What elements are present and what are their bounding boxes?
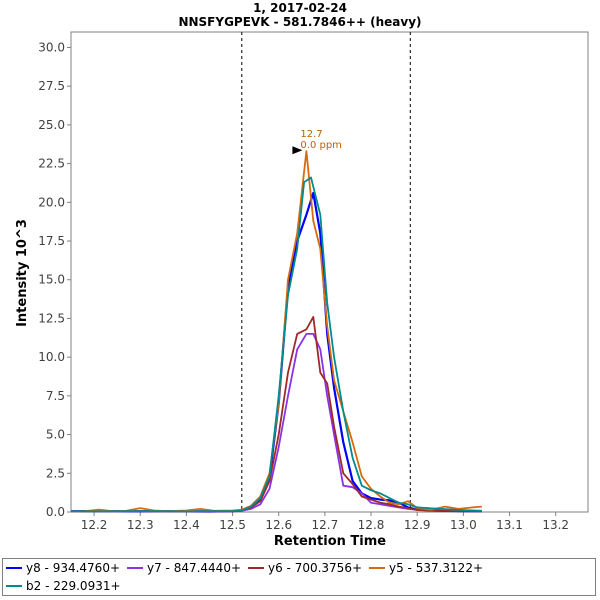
y-tick-label: 10.0 xyxy=(38,350,65,364)
x-tick-label: 12.5 xyxy=(219,518,246,532)
legend-item: b2 - 229.0931+ xyxy=(6,579,121,593)
y-tick-label: 30.0 xyxy=(38,40,65,54)
legend-label: b2 - 229.0931+ xyxy=(26,579,121,593)
y-tick-label: 15.0 xyxy=(38,273,65,287)
y-tick-label: 7.5 xyxy=(46,389,65,403)
legend-swatch xyxy=(248,566,264,569)
x-tick-label: 12.3 xyxy=(127,518,154,532)
x-tick-label: 12.8 xyxy=(358,518,385,532)
apex-ppm-label: 0.0 ppm xyxy=(300,140,342,151)
chart-title: 1, 2017-02-24 xyxy=(253,1,347,15)
x-tick-label: 12.2 xyxy=(81,518,108,532)
legend-label: y8 - 934.4760+ xyxy=(26,561,121,575)
y-tick-label: 2.5 xyxy=(46,466,65,480)
y-tick-label: 12.5 xyxy=(38,311,65,325)
legend-item: y8 - 934.4760+ xyxy=(6,561,120,575)
x-tick-label: 13.2 xyxy=(542,518,569,532)
legend-item: y7 - 847.4440+ xyxy=(127,561,241,575)
y-tick-label: 20.0 xyxy=(38,195,65,209)
legend-swatch xyxy=(369,566,385,569)
y-tick-label: 0.0 xyxy=(46,505,65,519)
x-tick-label: 12.4 xyxy=(173,518,200,532)
legend-item: y5 - 537.3122+ xyxy=(369,561,483,575)
legend-label: y7 - 847.4440+ xyxy=(147,561,242,575)
y-tick-label: 17.5 xyxy=(38,234,65,248)
x-tick-label: 12.7 xyxy=(312,518,339,532)
x-tick-label: 12.6 xyxy=(265,518,292,532)
legend: y8 - 934.4760+ y7 - 847.4440+ y6 - 700.375… xyxy=(2,558,596,596)
y-tick-label: 25.0 xyxy=(38,118,65,132)
x-tick-label: 13.0 xyxy=(450,518,477,532)
y-tick-label: 22.5 xyxy=(38,157,65,171)
legend-label: y5 - 537.3122+ xyxy=(389,561,484,575)
legend-swatch xyxy=(127,566,143,569)
y-tick-label: 27.5 xyxy=(38,79,65,93)
series-line xyxy=(70,176,482,513)
apex-rt-label: 12.7 xyxy=(300,129,322,140)
legend-label: y6 - 700.3756+ xyxy=(268,561,363,575)
y-axis-label: Intensity 10^3 xyxy=(15,219,30,327)
y-tick-label: 5.0 xyxy=(46,428,65,442)
chart-subtitle: NNSFYGPEVK - 581.7846++ (heavy) xyxy=(178,15,422,29)
legend-item: y6 - 700.3756+ xyxy=(248,561,362,575)
legend-swatch xyxy=(6,584,22,587)
apex-marker-icon xyxy=(292,146,303,155)
x-axis-label: Retention Time xyxy=(274,534,386,549)
legend-swatch xyxy=(6,566,22,569)
x-tick-label: 13.1 xyxy=(496,518,523,532)
plot-area[interactable]: 0.0 2.5 5.0 7.5 10.0 12.5 15.0 17.5 20.0 22.5 25.0… xyxy=(0,0,600,560)
plot-frame xyxy=(70,31,589,513)
x-tick-label: 12.9 xyxy=(404,518,431,532)
